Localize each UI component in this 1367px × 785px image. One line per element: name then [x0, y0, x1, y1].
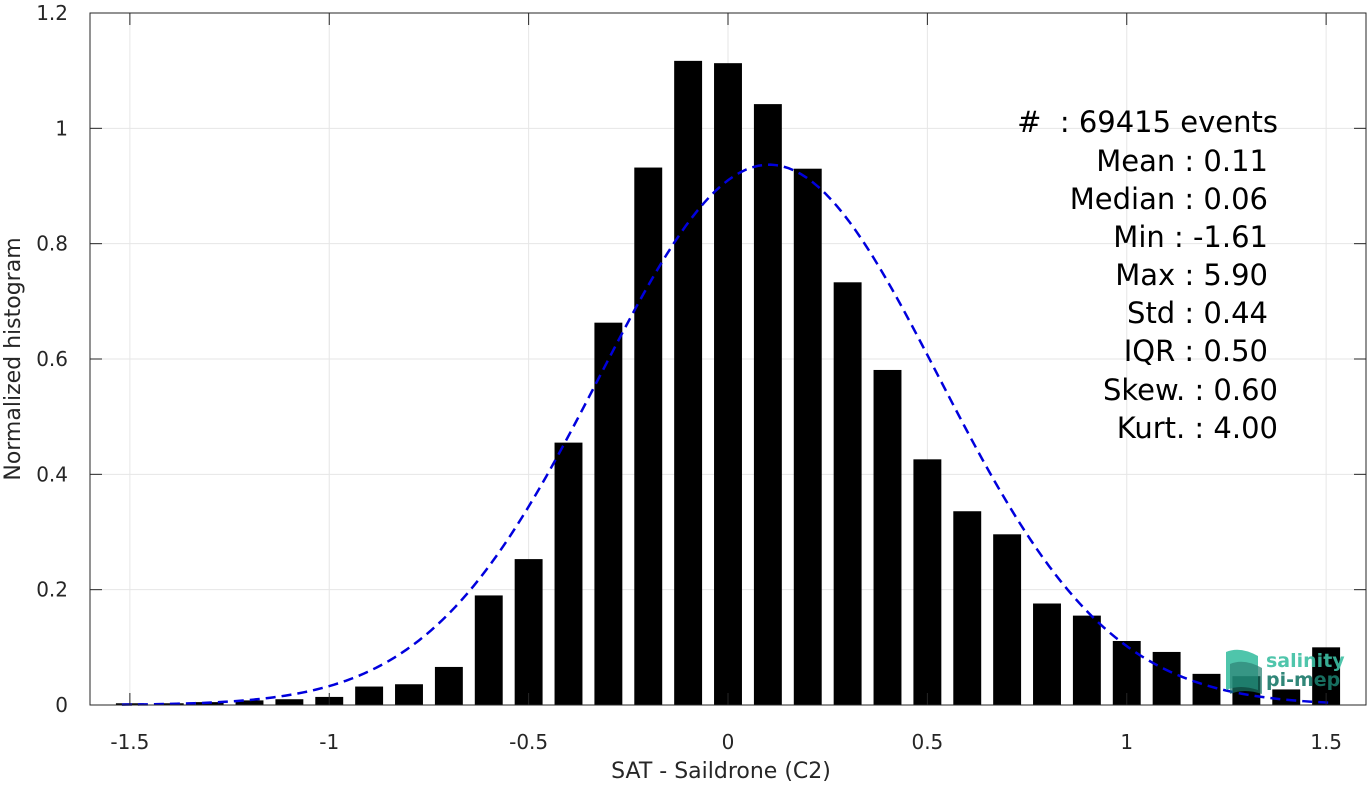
- histogram-bar: [355, 686, 384, 705]
- histogram-bar: [155, 703, 184, 705]
- y-tick-label: 0.6: [36, 347, 68, 371]
- stats-box: # : 69415 events Mean : 0.11 Median : 0.…: [1017, 105, 1278, 445]
- stat-median: Median : 0.06: [1070, 182, 1268, 216]
- histogram-bar: [793, 168, 822, 705]
- histogram-bar: [993, 534, 1022, 705]
- histogram-bar: [474, 595, 503, 705]
- x-tick-label: -0.5: [509, 730, 548, 754]
- histogram-bar: [1072, 615, 1101, 705]
- histogram-bar: [1192, 673, 1221, 705]
- histogram-bar: [634, 167, 663, 706]
- y-tick-label: 0.8: [36, 232, 68, 256]
- stat-kurt: Kurt. : 4.00: [1117, 411, 1278, 445]
- stat-iqr: IQR : 0.50: [1124, 334, 1268, 368]
- stat-skew: Skew. : 0.60: [1103, 373, 1278, 407]
- x-axis-label: SAT - Saildrone (C2): [611, 759, 831, 784]
- x-tick-label: 1.5: [1310, 730, 1342, 754]
- histogram-bar: [714, 63, 742, 706]
- axis-ticks: [90, 12, 1366, 706]
- stat-mean: Mean : 0.11: [1096, 144, 1268, 178]
- logo-text-pimep: pi-mep: [1266, 669, 1340, 691]
- stat-max: Max : 5.90: [1115, 258, 1268, 292]
- histogram-bar: [873, 369, 902, 705]
- y-tick-label: 0.2: [36, 578, 68, 602]
- salinity-pimep-logo: salinity pi-mep: [1226, 649, 1345, 694]
- histogram-bar: [913, 459, 942, 705]
- y-tick-label: 1: [55, 116, 68, 140]
- x-tick-labels: -1.5 -1 -0.5 0 0.5 1 1.5: [110, 730, 1342, 754]
- histogram-bar: [434, 666, 463, 705]
- stat-count: # : 69415 events: [1017, 105, 1278, 139]
- histogram-bar: [1033, 603, 1061, 705]
- histogram-bar: [1272, 689, 1301, 705]
- histogram-bar: [953, 511, 982, 705]
- histogram-bar: [554, 442, 583, 705]
- histogram-bar: [514, 559, 543, 705]
- y-tick-label: 0: [55, 693, 68, 717]
- histogram-bar: [235, 700, 264, 705]
- histogram-bar: [833, 282, 862, 705]
- y-axis-label: Normalized histogram: [1, 237, 26, 480]
- x-tick-label: 1: [1120, 730, 1133, 754]
- x-tick-label: 0: [722, 730, 735, 754]
- y-tick-labels: 0 0.2 0.4 0.6 0.8 1 1.2: [36, 1, 68, 717]
- histogram-bars: [115, 60, 1341, 706]
- wave-icon-shade: [1230, 661, 1262, 694]
- y-tick-label: 0.4: [36, 462, 68, 486]
- histogram-bar: [275, 699, 304, 705]
- histogram-bar: [594, 322, 623, 705]
- x-tick-label: 0.5: [911, 730, 943, 754]
- histogram-bar: [674, 60, 703, 705]
- stat-std: Std : 0.44: [1127, 296, 1268, 330]
- histogram-bar: [395, 684, 423, 705]
- y-tick-label: 1.2: [36, 1, 68, 25]
- logo-text-salinity: salinity: [1266, 650, 1345, 672]
- histogram-bar: [753, 104, 782, 705]
- x-tick-label: -1: [319, 730, 339, 754]
- x-tick-label: -1.5: [110, 730, 149, 754]
- normal-fit-curve: [121, 163, 1335, 706]
- stat-min: Min : -1.61: [1113, 220, 1268, 254]
- histogram-bar: [1152, 651, 1181, 705]
